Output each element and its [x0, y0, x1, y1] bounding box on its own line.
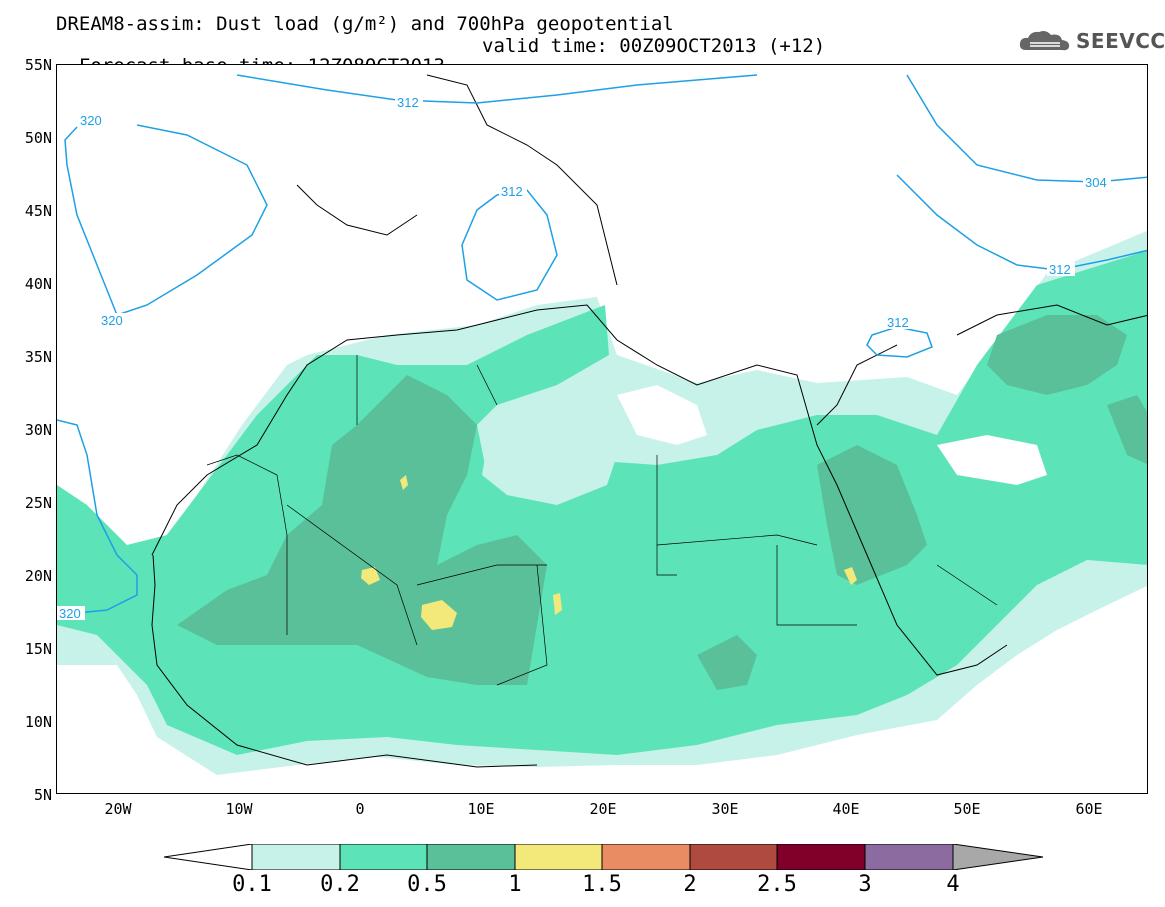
- lat-label: 45N: [24, 202, 52, 220]
- seevccc-logo: SEEVCCC: [1018, 28, 1165, 54]
- lat-label: 35N: [24, 348, 52, 366]
- contour-label: 320: [80, 113, 102, 128]
- dust-band-1: [361, 567, 380, 585]
- color-legend: [164, 844, 1044, 870]
- dust-band-1: [421, 600, 457, 630]
- contour-label: 312: [397, 95, 419, 110]
- dust-hole: [617, 385, 707, 445]
- lon-label: 40E: [832, 800, 860, 818]
- contour-label: 312: [1049, 262, 1071, 277]
- dust-map: 320 312 312 304 312 312 320 320: [57, 74, 1147, 775]
- legend-tick: 2: [683, 872, 697, 897]
- legend-swatch: [689, 844, 778, 870]
- legend-swatch: [514, 844, 603, 870]
- map-area: 320 312 312 304 312 312 320 320: [56, 64, 1148, 794]
- coastline: [151, 74, 1147, 768]
- contour-label: 320: [59, 606, 81, 621]
- lat-label: 25N: [24, 494, 52, 512]
- dust-band-0.5: [177, 375, 547, 685]
- lat-label: 50N: [24, 129, 52, 147]
- geopotential-contour: [236, 74, 758, 104]
- contour-label: 304: [1085, 175, 1107, 190]
- geopotential-contour: [896, 174, 1147, 271]
- legend-tick: 1.5: [582, 872, 622, 897]
- dust-band-0.5: [817, 445, 927, 585]
- valid-time: valid time: 00Z09OCT2013 (+12): [482, 35, 826, 57]
- legend-tick: 0.2: [320, 872, 360, 897]
- lon-label: 60E: [1075, 800, 1103, 818]
- legend-tick: 3: [858, 872, 872, 897]
- geopotential-contour: [906, 74, 1147, 183]
- legend-tick: 0.1: [232, 872, 272, 897]
- legend-swatch: [864, 844, 954, 870]
- legend-swatch: [339, 844, 428, 870]
- dust-band-1: [844, 567, 857, 585]
- geopotential-contour: [57, 419, 138, 616]
- legend-tick: 2.5: [757, 872, 797, 897]
- lat-label: 30N: [24, 421, 52, 439]
- cloud-logo-icon: [1019, 31, 1070, 51]
- dust-band-0.5: [987, 315, 1127, 395]
- lon-label: 20W: [104, 800, 132, 818]
- geopotential-contour: [64, 126, 118, 316]
- logo-text: SEEVCCC: [1076, 29, 1165, 53]
- legend-tick: 1: [508, 872, 522, 897]
- legend-arrow-high: [952, 844, 1044, 870]
- lat-label: 55N: [24, 56, 52, 74]
- lon-label: 30E: [711, 800, 739, 818]
- dust-hole: [937, 435, 1047, 485]
- legend-swatch: [251, 844, 341, 870]
- legend-swatch: [426, 844, 516, 870]
- lon-label: 10W: [225, 800, 253, 818]
- lat-label: 10N: [24, 713, 52, 731]
- country-borders: [206, 355, 998, 686]
- lon-label: 0: [355, 800, 365, 818]
- dust-band-1: [553, 593, 562, 615]
- lon-label: 20E: [589, 800, 617, 818]
- dust-band-0.5: [697, 635, 757, 690]
- legend-swatch: [776, 844, 866, 870]
- lon-label: 10E: [467, 800, 495, 818]
- contour-label: 320: [101, 313, 123, 328]
- lat-label: 5N: [33, 786, 52, 804]
- dust-band-0.5: [1107, 395, 1147, 465]
- lon-label: 50E: [953, 800, 981, 818]
- lat-label: 40N: [24, 275, 52, 293]
- contour-label: 312: [501, 184, 523, 199]
- chart-title: DREAM8-assim: Dust load (g/m²) and 700hP…: [56, 13, 674, 35]
- dust-band-1: [400, 475, 408, 490]
- contour-label: 312: [887, 315, 909, 330]
- geopotential-contour: [116, 124, 268, 316]
- legend-tick: 4: [946, 872, 960, 897]
- dust-hole: [482, 430, 617, 505]
- legend-arrow-low: [164, 844, 253, 870]
- legend-swatch: [601, 844, 691, 870]
- geopotential-contour: [866, 326, 933, 358]
- legend-tick: 0.5: [407, 872, 447, 897]
- lat-label: 20N: [24, 567, 52, 585]
- lat-label: 15N: [24, 640, 52, 658]
- geopotential-contour: [461, 189, 558, 301]
